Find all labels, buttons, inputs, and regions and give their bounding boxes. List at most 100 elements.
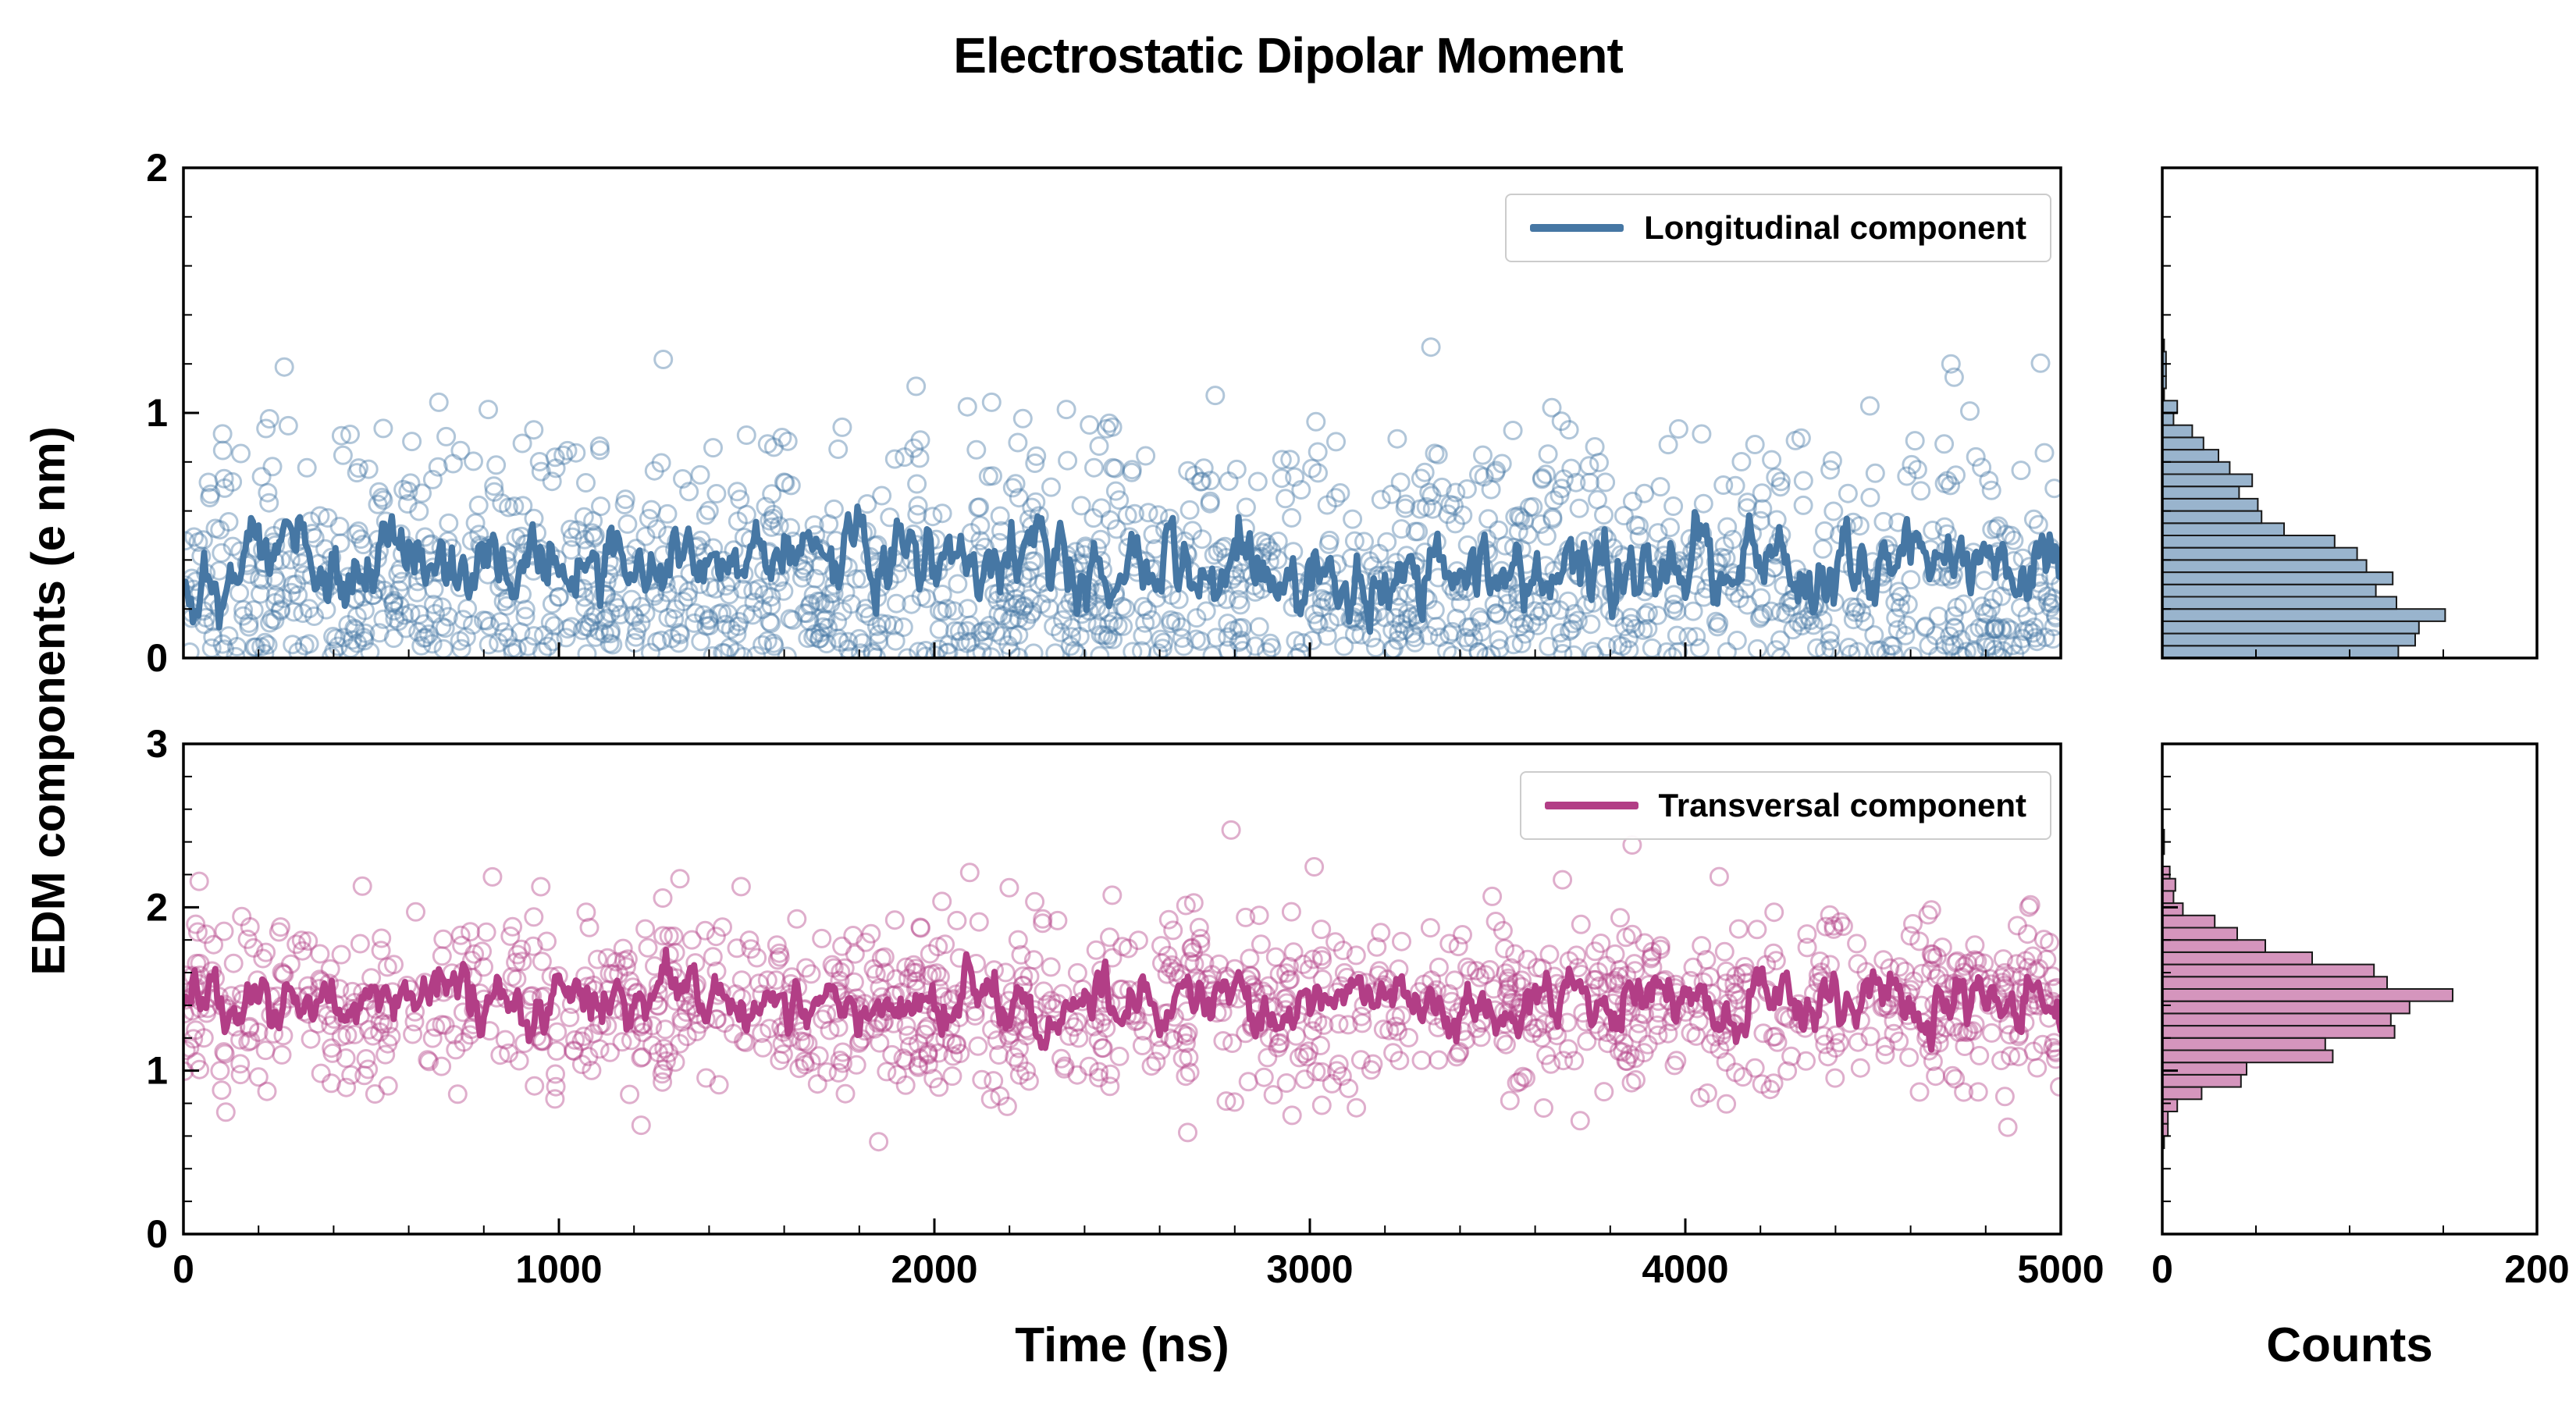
scatter-point — [1097, 418, 1116, 439]
scatter-point — [482, 866, 503, 887]
scatter-point — [566, 443, 586, 463]
scatter-point — [355, 623, 375, 643]
scatter-point — [1987, 645, 2006, 658]
scatter-point — [1898, 594, 1918, 614]
scatter-point — [1569, 498, 1589, 518]
scatter-point — [565, 1030, 585, 1050]
scatter-point — [1051, 622, 1071, 642]
scatter-point — [872, 486, 892, 506]
scatter-point — [696, 616, 717, 636]
scatter-point — [1289, 1048, 1309, 1068]
scatter-point — [1558, 1039, 1578, 1059]
scatter-point — [1102, 885, 1123, 905]
scatter-point — [262, 457, 283, 477]
scatter-point — [824, 958, 844, 978]
scatter-point — [1690, 1087, 1710, 1108]
legend-line-sample-transversal — [1544, 802, 1638, 809]
scatter-point — [1302, 458, 1322, 478]
scatter-point — [280, 550, 301, 570]
scatter-point — [1103, 629, 1123, 649]
scatter-point — [868, 1013, 888, 1033]
scatter-point — [353, 535, 373, 555]
scatter-point — [995, 582, 1016, 603]
scatter-point — [283, 635, 303, 655]
scatter-point — [1311, 946, 1332, 966]
scatter-point — [1681, 1023, 1701, 1043]
scatter-point — [409, 501, 429, 521]
scatter-point — [1934, 517, 1955, 537]
scatter-point — [1067, 962, 1087, 983]
scatter-point — [1984, 619, 2004, 639]
scatter-point — [772, 428, 792, 447]
scatter-point — [1351, 624, 1372, 645]
scatter-point — [2037, 949, 2057, 969]
scatter-point — [760, 612, 780, 631]
scatter-point — [432, 597, 452, 617]
scatter-point — [772, 1033, 792, 1054]
scatter-point — [1994, 1087, 2015, 1107]
scatter-point — [532, 951, 552, 972]
scatter-point — [791, 1031, 811, 1051]
scatter-point — [914, 1024, 934, 1044]
scatter-point — [1249, 905, 1269, 926]
scatter-point — [301, 1029, 321, 1049]
scatter-point — [1069, 1028, 1089, 1048]
scatter-point — [1534, 1098, 1553, 1118]
scatter-point — [1944, 367, 1964, 387]
scatter-point — [1663, 496, 1684, 516]
scatter-point — [1850, 1058, 1870, 1078]
x-tick-label: 5000 — [2017, 1247, 2104, 1291]
scatter-point — [1395, 498, 1415, 518]
scatter-point — [1094, 625, 1114, 646]
scatter-point — [908, 1033, 928, 1054]
scatter-point — [360, 642, 380, 658]
scatter-point — [1190, 471, 1211, 492]
scatter-point — [724, 1023, 743, 1044]
scatter-point — [997, 1096, 1017, 1116]
scatter-point — [761, 614, 781, 633]
scatter-point — [943, 1046, 963, 1066]
scatter-point — [2043, 629, 2061, 649]
scatter-point — [713, 917, 732, 937]
scatter-point — [764, 636, 785, 656]
scatter-point — [970, 531, 991, 551]
scatter-point — [525, 1076, 545, 1096]
scatter-point — [730, 489, 750, 510]
scatter-point — [653, 350, 674, 369]
scatter-point — [1707, 617, 1727, 637]
scatter-point — [973, 621, 993, 642]
scatter-point — [1561, 458, 1582, 478]
scatter-point — [957, 633, 977, 653]
scatter-point — [1658, 1023, 1678, 1044]
scatter-point — [336, 1048, 356, 1069]
scatter-point — [1567, 945, 1587, 966]
scatter-point — [546, 1040, 567, 1061]
scatter-point — [1352, 1013, 1372, 1033]
scatter-point — [1019, 589, 1040, 609]
scatter-point — [1473, 445, 1493, 465]
scatter-point — [1763, 1027, 1783, 1047]
scatter-point — [1667, 625, 1687, 646]
scatter-point — [398, 481, 418, 501]
scatter-point — [1067, 644, 1087, 658]
scatter-point — [331, 425, 351, 446]
scatter-point — [1072, 604, 1092, 624]
scatter-point — [1604, 970, 1624, 991]
scatter-point — [1141, 610, 1162, 630]
scatter-point — [1408, 521, 1429, 542]
scatter-point — [1535, 464, 1556, 485]
scatter-point — [918, 1055, 938, 1075]
scatter-point — [1972, 596, 1992, 617]
scatter-point — [1495, 938, 1515, 959]
scatter-point — [258, 635, 278, 655]
scatter-point — [968, 1036, 988, 1056]
scatter-point — [1458, 631, 1478, 652]
scatter-point — [632, 1047, 653, 1067]
scatter-point — [1693, 493, 1713, 514]
scatter-point — [1365, 638, 1386, 658]
scatter-point — [568, 520, 588, 540]
scatter-point — [248, 1067, 269, 1087]
scatter-point — [947, 1034, 966, 1055]
scatter-point — [560, 1008, 580, 1027]
scatter-point — [1885, 592, 1905, 613]
